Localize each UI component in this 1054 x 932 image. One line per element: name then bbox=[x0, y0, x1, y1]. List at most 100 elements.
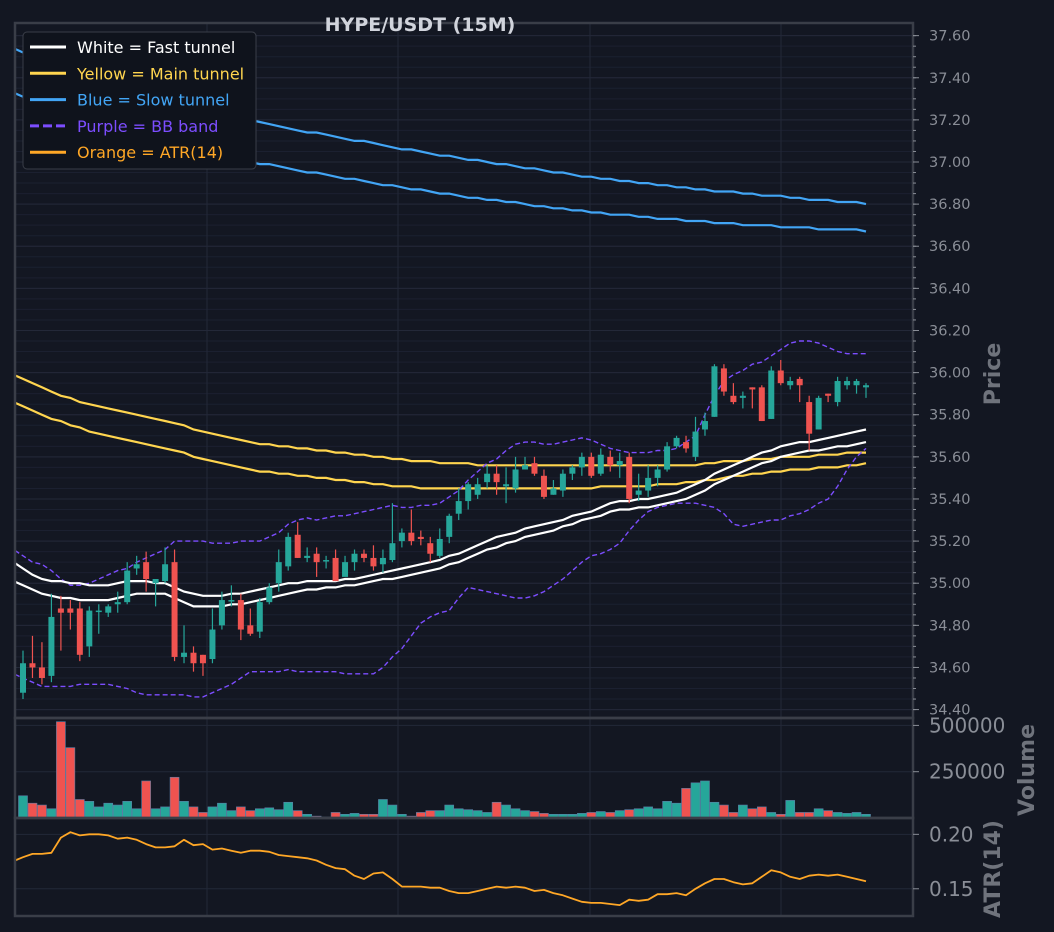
candle bbox=[720, 364, 727, 396]
volume-bar bbox=[131, 808, 142, 819]
candle bbox=[607, 450, 614, 472]
atr-series-line bbox=[14, 831, 867, 906]
candle-body bbox=[408, 532, 415, 542]
candle-body bbox=[692, 431, 699, 457]
candle bbox=[806, 395, 813, 451]
candle-body bbox=[247, 625, 254, 634]
candle bbox=[143, 551, 150, 592]
panel-frames bbox=[13, 21, 915, 918]
candle-body bbox=[559, 473, 566, 491]
candle-body bbox=[607, 456, 614, 466]
candle bbox=[247, 608, 254, 636]
candle bbox=[285, 532, 292, 571]
volume-bar bbox=[633, 808, 644, 819]
atr-panel-frame bbox=[13, 816, 915, 918]
candle bbox=[351, 549, 358, 571]
volume-bar bbox=[700, 780, 710, 819]
candle-body bbox=[209, 629, 216, 660]
candle-body bbox=[181, 652, 188, 657]
candle bbox=[616, 452, 623, 478]
candle-body bbox=[67, 608, 74, 613]
candle bbox=[664, 442, 671, 472]
volume-bar bbox=[453, 808, 464, 819]
volume-panel-grid bbox=[15, 718, 913, 818]
candle bbox=[484, 465, 491, 489]
candle bbox=[701, 412, 708, 436]
candle-body bbox=[427, 543, 434, 554]
candle-body bbox=[758, 387, 765, 422]
candle-body bbox=[256, 602, 263, 632]
candle-body bbox=[114, 602, 121, 605]
price-tick-label: 34.60 bbox=[929, 660, 971, 676]
candle-body bbox=[379, 557, 386, 565]
candle-body bbox=[550, 488, 557, 495]
candle bbox=[446, 513, 453, 544]
legend-entry-label: Orange = ATR(14) bbox=[77, 143, 223, 162]
candle-body bbox=[540, 475, 547, 497]
candles bbox=[20, 359, 869, 700]
volume-bar bbox=[643, 806, 653, 819]
candle-body bbox=[626, 456, 633, 499]
candle-body bbox=[190, 652, 197, 664]
price-tick-label: 36.00 bbox=[929, 366, 971, 382]
volume-bar bbox=[387, 804, 398, 819]
candle-body bbox=[171, 562, 178, 657]
volume-bar bbox=[160, 806, 170, 819]
candle-body bbox=[133, 564, 140, 569]
candle-body bbox=[389, 543, 396, 561]
volume-bar bbox=[103, 802, 114, 819]
candle bbox=[237, 593, 244, 641]
candle-body bbox=[360, 553, 367, 558]
price-tick-label: 36.60 bbox=[929, 239, 971, 255]
candle bbox=[342, 555, 349, 577]
volume-bar bbox=[738, 804, 748, 819]
candle-body bbox=[465, 484, 472, 502]
candle-body bbox=[512, 469, 519, 489]
candle bbox=[455, 488, 462, 521]
candle-body bbox=[152, 579, 159, 584]
volume-bar bbox=[283, 801, 294, 819]
candle bbox=[825, 393, 832, 403]
candle-body bbox=[796, 378, 803, 386]
candle bbox=[531, 456, 538, 476]
candle-body bbox=[720, 368, 727, 392]
candle-body bbox=[29, 663, 36, 668]
volume-bar bbox=[671, 802, 682, 819]
candle-body bbox=[370, 557, 377, 567]
candle bbox=[95, 604, 102, 634]
volume-bar bbox=[18, 795, 28, 819]
volume-bar bbox=[510, 808, 521, 819]
candle-body bbox=[162, 564, 169, 582]
candle-body bbox=[228, 600, 235, 602]
candle-body bbox=[673, 437, 680, 447]
candle-body bbox=[645, 477, 652, 491]
candle-body bbox=[143, 562, 150, 579]
candle-body bbox=[57, 608, 64, 613]
candle bbox=[863, 383, 869, 398]
candle-body bbox=[503, 484, 510, 487]
candle bbox=[503, 467, 510, 504]
candle-body bbox=[275, 562, 282, 584]
candle bbox=[133, 555, 140, 575]
candle-body bbox=[768, 370, 775, 419]
candle bbox=[569, 465, 576, 481]
candle bbox=[124, 562, 131, 605]
candle bbox=[38, 642, 45, 685]
price-tick-label: 37.60 bbox=[929, 29, 971, 45]
candle bbox=[522, 456, 529, 470]
volume-bar bbox=[150, 808, 161, 819]
price-axis-label: Price bbox=[981, 343, 1006, 405]
volume-tick-label: 250000 bbox=[929, 760, 1005, 784]
candle bbox=[313, 547, 320, 577]
candle-body bbox=[863, 385, 869, 388]
candle-body bbox=[342, 562, 349, 577]
candle bbox=[323, 555, 330, 569]
volume-bar bbox=[65, 747, 76, 819]
candle-body bbox=[531, 463, 538, 474]
candle bbox=[683, 435, 690, 453]
volume-bar bbox=[188, 806, 199, 819]
candle-body bbox=[493, 473, 500, 483]
candle-body bbox=[76, 608, 83, 655]
candle bbox=[76, 602, 83, 662]
candle bbox=[626, 452, 633, 504]
